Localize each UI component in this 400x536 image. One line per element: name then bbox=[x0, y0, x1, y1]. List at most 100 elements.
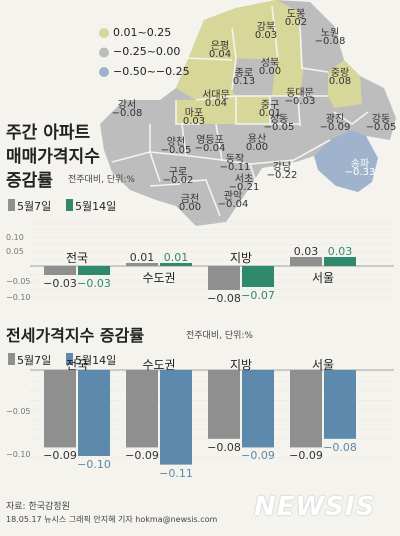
map-district-name: 서초 bbox=[234, 174, 254, 185]
legend-swatch-2 bbox=[66, 199, 73, 211]
map-district-name: 양천 bbox=[166, 137, 186, 148]
bar-value-label: −0.03 bbox=[43, 277, 77, 290]
map-district-name: 도봉 bbox=[286, 9, 306, 20]
legend-swatch-2 bbox=[66, 353, 73, 365]
bar-value-label: −0.03 bbox=[77, 277, 111, 290]
map-district-value: 0.03 bbox=[254, 30, 278, 41]
map-region-9 bbox=[314, 130, 378, 192]
category-label: 서울 bbox=[311, 271, 335, 285]
y-tick-label: −0.05 bbox=[6, 407, 31, 416]
map-district-name: 성북 bbox=[260, 58, 280, 69]
bar-전국-1 bbox=[44, 370, 76, 448]
map-district-value: −0.03 bbox=[284, 96, 316, 107]
bar-value-label: −0.09 bbox=[289, 449, 323, 463]
legend-swatch-1 bbox=[8, 199, 15, 211]
bar-value-label: −0.09 bbox=[125, 449, 159, 463]
map-district-name: 구로 bbox=[168, 167, 188, 178]
map-legend-swatch-1 bbox=[99, 28, 109, 38]
map-district-name: 마포 bbox=[184, 108, 204, 119]
legend-label: 5월7일 bbox=[17, 354, 52, 367]
bar-수도권-1 bbox=[126, 263, 158, 266]
category-label: 전국 bbox=[65, 251, 89, 265]
map-legend-label-3: −0.50~−0.25 bbox=[113, 65, 190, 78]
bar-value-label: −0.07 bbox=[241, 289, 275, 302]
map-district-value: −0.05 bbox=[365, 122, 397, 133]
map-region-5 bbox=[328, 60, 362, 108]
map-district-value: −0.21 bbox=[228, 182, 260, 193]
section2-unit: 전주대비, 단위:% bbox=[186, 331, 253, 341]
map-district-value: −0.08 bbox=[111, 108, 143, 119]
map-district-name: 광진 bbox=[325, 114, 345, 125]
map-district-value: 0.01 bbox=[258, 108, 282, 119]
bar-value-label: 0.03 bbox=[293, 245, 319, 258]
chart-bars bbox=[8, 199, 394, 465]
map-district-name: 중랑 bbox=[330, 68, 350, 79]
map-legend-swatch-2 bbox=[99, 47, 109, 58]
map-borders bbox=[111, 5, 369, 217]
bar-수도권-2 bbox=[160, 263, 192, 266]
map-district-value: 0.00 bbox=[258, 66, 282, 77]
newsis-logo: NEWSIS bbox=[254, 492, 376, 522]
map-district-name: 은평 bbox=[210, 41, 230, 52]
map-district-value: −0.22 bbox=[266, 170, 298, 181]
map-district-value: 0.02 bbox=[284, 17, 308, 28]
bar-서울-2 bbox=[324, 370, 356, 439]
map-district-value: −0.09 bbox=[319, 122, 351, 133]
bar-value-label: −0.08 bbox=[323, 440, 357, 454]
y-tick-label: −0.10 bbox=[6, 450, 31, 459]
map-district-name: 용산 bbox=[247, 134, 267, 145]
bar-value-label: −0.10 bbox=[77, 458, 111, 471]
map-district-value: 0.04 bbox=[208, 49, 232, 60]
map-district-name: 관악 bbox=[223, 191, 243, 202]
bar-지방-1 bbox=[208, 266, 240, 290]
bar-value-label: −0.08 bbox=[207, 440, 241, 454]
map-district-value: −0.05 bbox=[160, 145, 192, 156]
map-region-3 bbox=[300, 2, 344, 72]
bar-서울-1 bbox=[290, 370, 322, 448]
category-label: 전국 bbox=[65, 358, 89, 372]
bar-value-label: −0.09 bbox=[43, 449, 77, 463]
map-district-name: 동작 bbox=[225, 154, 245, 165]
section1-unit: 전주대비, 단위:% bbox=[68, 175, 135, 185]
bar-value-label: 0.01 bbox=[129, 251, 155, 264]
y-tick-label: −0.10 bbox=[6, 293, 31, 302]
category-label: 서울 bbox=[311, 358, 335, 372]
map-district-value: 0.00 bbox=[245, 142, 269, 153]
map-legend-label-1: 0.01~0.25 bbox=[113, 26, 172, 39]
map-legend-label-2: −0.25~0.00 bbox=[113, 45, 181, 58]
category-label: 수도권 bbox=[142, 271, 176, 285]
bar-value-label: 0.03 bbox=[327, 245, 353, 258]
map-region-4 bbox=[232, 58, 276, 96]
map-district-name: 서대문 bbox=[202, 90, 230, 101]
map-region-8 bbox=[176, 96, 236, 124]
bar-전국-2 bbox=[78, 370, 110, 456]
map-legend-swatches bbox=[99, 28, 109, 77]
bar-지방-2 bbox=[242, 266, 274, 287]
footer-credit: 18.05.17 뉴시스 그래픽 안지혜 기자 hokma@newsis.com bbox=[6, 515, 218, 524]
map-district-name: 영등포 bbox=[196, 135, 224, 146]
bar-value-label: −0.08 bbox=[207, 292, 241, 305]
map-regions bbox=[100, 0, 396, 226]
map-district-name: 강동 bbox=[371, 114, 391, 125]
map-district-value: −0.08 bbox=[314, 36, 346, 47]
section1-title-line2: 매매가격지수 bbox=[6, 147, 100, 167]
bar-수도권-2 bbox=[160, 370, 192, 465]
map-district-value: −0.05 bbox=[263, 122, 295, 133]
map-district-value: −0.11 bbox=[219, 162, 251, 173]
map-district-name: 송파 bbox=[350, 159, 370, 170]
y-tick-label: 0.05 bbox=[6, 247, 24, 256]
map-district-value: 0.13 bbox=[232, 76, 256, 87]
map-district-value: 0.00 bbox=[178, 202, 202, 213]
map-region-6 bbox=[270, 96, 334, 126]
map-district-name: 강남 bbox=[272, 162, 292, 173]
map-district-value: −0.04 bbox=[194, 143, 226, 154]
map-legend-swatch-3 bbox=[99, 67, 109, 77]
legend-label: 5월7일 bbox=[17, 200, 52, 213]
category-label: 수도권 bbox=[142, 358, 176, 372]
y-tick-label: 0.10 bbox=[6, 233, 24, 242]
bar-서울-1 bbox=[290, 257, 322, 266]
map-district-value: −0.33 bbox=[344, 167, 376, 178]
bar-value-label: −0.11 bbox=[159, 466, 193, 480]
map-district-value: 0.08 bbox=[328, 76, 352, 87]
